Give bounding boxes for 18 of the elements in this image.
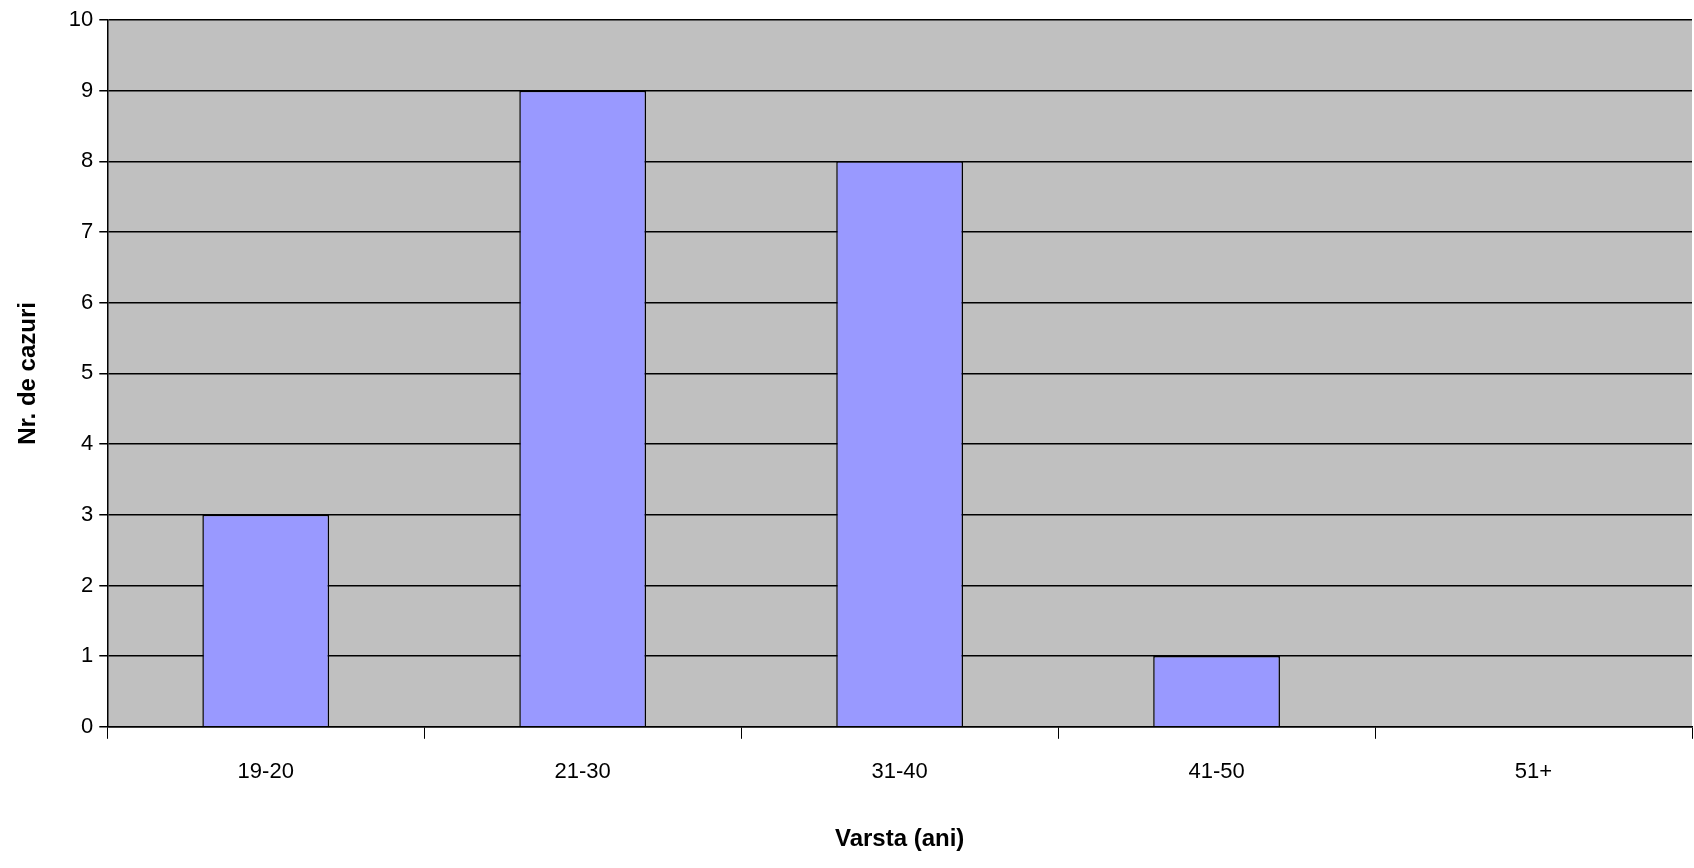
x-tick-label: 21-30 (554, 758, 611, 784)
y-tick-label: 10 (68, 6, 94, 32)
y-tick-label: 9 (81, 76, 94, 102)
y-tick-label: 0 (81, 712, 94, 738)
y-axis-title: Nr. de cazuri (13, 302, 41, 445)
y-tick-label: 3 (81, 500, 94, 526)
x-tick-label: 31-40 (871, 758, 928, 784)
y-tick-label: 1 (81, 642, 94, 668)
x-tick-label: 41-50 (1188, 758, 1245, 784)
x-axis-title: Varsta (ani) (834, 824, 965, 852)
y-tick-label: 2 (81, 571, 94, 597)
y-tick-label: 4 (81, 430, 94, 456)
y-tick-label: 8 (81, 147, 94, 173)
y-tick-label: 5 (81, 359, 94, 385)
x-tick-label: 19-20 (237, 758, 294, 784)
y-tick-label: 6 (81, 288, 94, 314)
y-tick-label: 7 (81, 218, 94, 244)
x-tick-label: 51+ (1514, 758, 1553, 784)
